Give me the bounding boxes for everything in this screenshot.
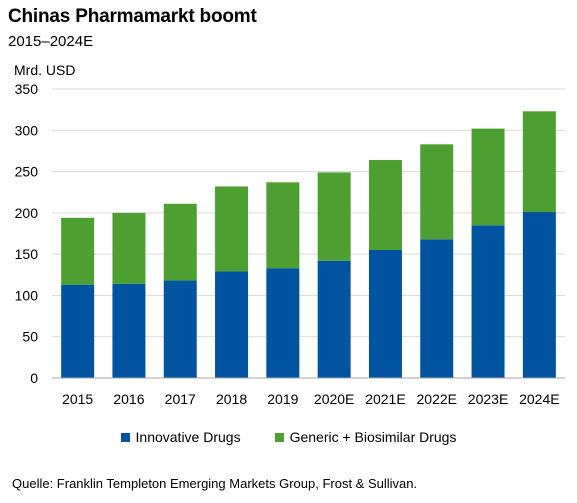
bar-innovative-drugs — [522, 212, 556, 378]
chart-title: Chinas Pharmamarkt boomt — [8, 6, 257, 27]
bar-innovative-drugs — [266, 268, 300, 378]
y-tick-label: 100 — [15, 287, 39, 303]
legend-item-innovative: Innovative Drugs — [120, 429, 241, 445]
y-axis-unit-label: Mrd. USD — [14, 62, 76, 78]
bar-generic-biosimilar-drugs — [112, 212, 146, 284]
y-tick-label: 150 — [15, 246, 39, 262]
legend-label-generic: Generic + Biosimilar Drugs — [289, 429, 457, 445]
chart-subtitle: 2015–2024E — [8, 33, 94, 50]
bar-innovative-drugs — [61, 284, 95, 378]
bar-generic-biosimilar-drugs — [317, 172, 351, 261]
y-tick-label: 200 — [15, 205, 39, 221]
legend-swatch-generic — [274, 432, 284, 442]
bar-generic-biosimilar-drugs — [471, 128, 505, 226]
bar-innovative-drugs — [368, 250, 402, 378]
bar-generic-biosimilar-drugs — [163, 203, 197, 281]
legend-item-generic: Generic + Biosimilar Drugs — [274, 429, 457, 445]
stacked-bar-chart: 0 50 100 150 200 250 300 350 2015 2016 2017 2018 201… — [15, 81, 565, 407]
bar-innovative-drugs — [420, 239, 454, 378]
x-tick-label: 2019 — [267, 391, 298, 407]
bar-innovative-drugs — [317, 260, 351, 378]
bar-generic-biosimilar-drugs — [522, 111, 556, 213]
x-tick-label: 2015 — [62, 391, 93, 407]
y-tick-label: 300 — [15, 122, 39, 138]
x-tick-label: 2024E — [519, 391, 559, 407]
x-tick-label: 2022E — [417, 391, 457, 407]
bar-generic-biosimilar-drugs — [266, 182, 300, 269]
x-tick-label: 2021E — [365, 391, 405, 407]
x-tick-label: 2017 — [165, 391, 196, 407]
legend-swatch-innovative — [120, 432, 130, 442]
legend-label-innovative: Innovative Drugs — [135, 429, 241, 445]
bar-generic-biosimilar-drugs — [215, 186, 249, 272]
x-tick-label: 2020E — [314, 391, 354, 407]
y-tick-label: 350 — [15, 81, 39, 97]
source-note: Quelle: Franklin Templeton Emerging Mark… — [12, 476, 418, 491]
x-tick-label: 2018 — [216, 391, 247, 407]
y-tick-label: 250 — [15, 164, 39, 180]
x-tick-label: 2023E — [468, 391, 508, 407]
bar-generic-biosimilar-drugs — [61, 217, 95, 285]
bar-innovative-drugs — [112, 283, 146, 378]
y-tick-label: 0 — [30, 370, 38, 386]
y-tick-label: 50 — [22, 329, 38, 345]
bar-generic-biosimilar-drugs — [368, 160, 402, 251]
bar-generic-biosimilar-drugs — [420, 144, 454, 240]
x-tick-label: 2016 — [113, 391, 144, 407]
bar-innovative-drugs — [471, 225, 505, 378]
bar-innovative-drugs — [215, 271, 249, 378]
chart-legend: Innovative Drugs Generic + Biosimilar Dr… — [0, 429, 577, 445]
bar-innovative-drugs — [163, 280, 197, 378]
